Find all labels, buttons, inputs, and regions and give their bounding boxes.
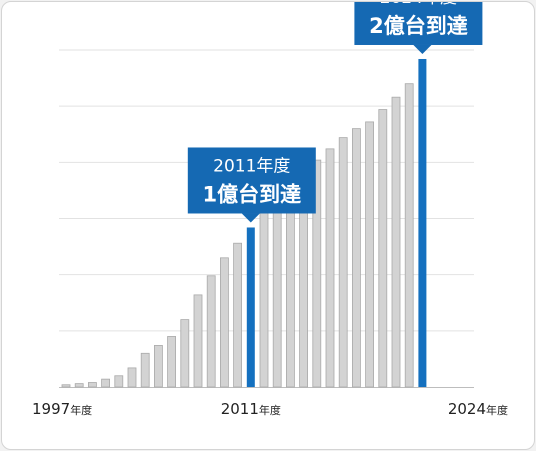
bar-2007: [193, 294, 203, 388]
bars: [61, 58, 427, 388]
bar-1997: [61, 384, 71, 388]
bar-2011: [246, 227, 255, 387]
callout-year-2024: 2024年度: [380, 2, 457, 8]
bar-2018: [338, 137, 348, 388]
bar-2010: [233, 242, 243, 388]
bar-2023: [404, 83, 414, 388]
callout-2011: 2011年度 1億台到達: [187, 147, 316, 223]
callout-2024: 2024年度 2億台到達: [354, 2, 483, 54]
callout-pointer-2024: [413, 44, 432, 54]
bar-2020: [365, 121, 375, 388]
bar-2006: [180, 319, 190, 388]
bar-2005: [167, 336, 177, 388]
bar-2017: [325, 148, 335, 388]
bar-2008: [206, 275, 216, 388]
callouts: 2011年度 1億台到達 2024年度 2億台到達: [187, 2, 483, 223]
bar-2001: [114, 375, 124, 388]
bar-2004: [153, 345, 163, 388]
bar-2003: [140, 352, 150, 388]
x-tick-label-2024: 2024年度: [448, 400, 508, 418]
x-axis-labels: 1997年度 2011年度 2024年度: [32, 400, 508, 418]
callout-box-2011: [187, 147, 316, 214]
bar-2014: [285, 184, 295, 388]
callout-label-2024: 2億台到達: [369, 14, 468, 38]
callout-label-2011: 1億台到達: [202, 182, 301, 206]
x-tick-label-2011: 2011年度: [221, 400, 281, 418]
bar-2024: [418, 58, 427, 388]
callout-box-2024: [354, 2, 483, 45]
bar-2019: [351, 128, 361, 388]
bar-2000: [101, 378, 110, 388]
bar-2016: [312, 159, 322, 388]
bar-1999: [88, 382, 97, 388]
bar-2022: [391, 96, 401, 388]
bar-2012: [259, 212, 269, 388]
callout-year-2011: 2011年度: [213, 156, 290, 176]
bar-2002: [127, 367, 137, 388]
bar-2013: [272, 195, 282, 388]
bar-1998: [74, 383, 84, 388]
bar-2009: [219, 257, 229, 388]
x-tick-label-1997: 1997年度: [32, 400, 92, 418]
callout-pointer-2011: [241, 213, 260, 223]
bar-2021: [378, 109, 388, 388]
